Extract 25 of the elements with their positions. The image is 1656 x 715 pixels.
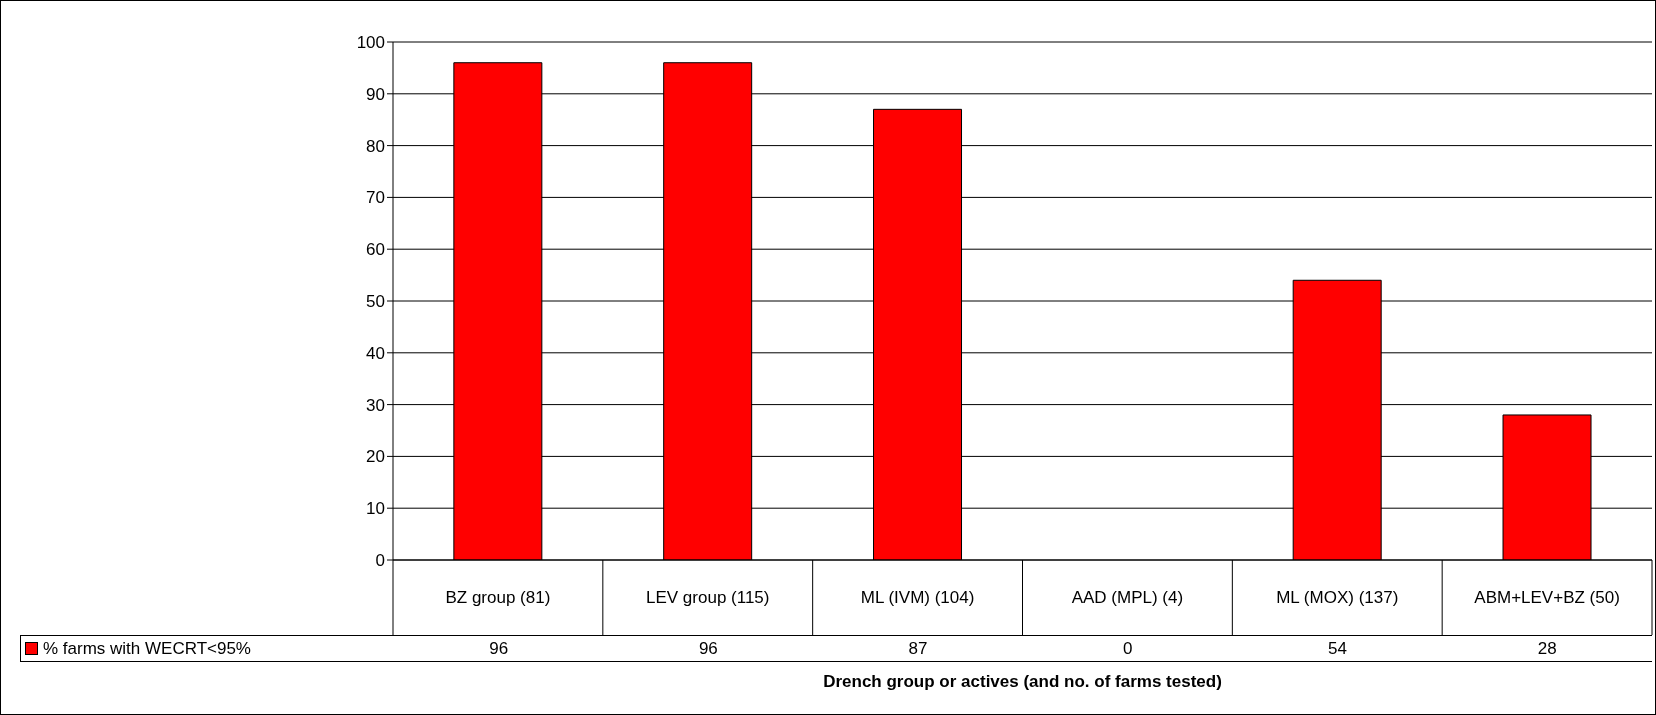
data-label: 0 xyxy=(1122,638,1134,660)
y-tick-label: 40 xyxy=(366,343,385,363)
y-tick-label: 50 xyxy=(366,292,385,312)
y-tick-label: 20 xyxy=(366,447,385,467)
y-tick-label: 10 xyxy=(366,499,385,519)
x-tick-label: AAD (MPL) (4) xyxy=(1070,586,1185,609)
data-label: 28 xyxy=(1536,638,1558,660)
y-tick-label: 100 xyxy=(356,33,385,53)
x-tick-label: BZ group (81) xyxy=(444,586,552,609)
data-label: 87 xyxy=(907,638,929,660)
y-tick-label: 0 xyxy=(375,551,385,571)
x-tick-label: ML (MOX) (137) xyxy=(1275,586,1400,609)
legend-label: % farms with WECRT<95% xyxy=(43,638,251,659)
x-axis-title: Drench group or actives (and no. of farms tested) xyxy=(822,672,1223,692)
x-tick-label: ML (IVM) (104) xyxy=(859,586,976,609)
y-tick-label: 80 xyxy=(366,136,385,156)
data-label: 96 xyxy=(697,638,719,660)
data-label: 54 xyxy=(1327,638,1348,660)
y-tick-label: 30 xyxy=(366,395,385,415)
x-tick-label: ABM+LEV+BZ (50) xyxy=(1473,586,1621,609)
data-label: 96 xyxy=(488,638,510,660)
y-tick-label: 90 xyxy=(366,84,385,104)
y-tick-label: 60 xyxy=(366,240,385,260)
y-tick-label: 70 xyxy=(366,188,385,208)
x-tick-label: LEV group (115) xyxy=(645,586,771,609)
